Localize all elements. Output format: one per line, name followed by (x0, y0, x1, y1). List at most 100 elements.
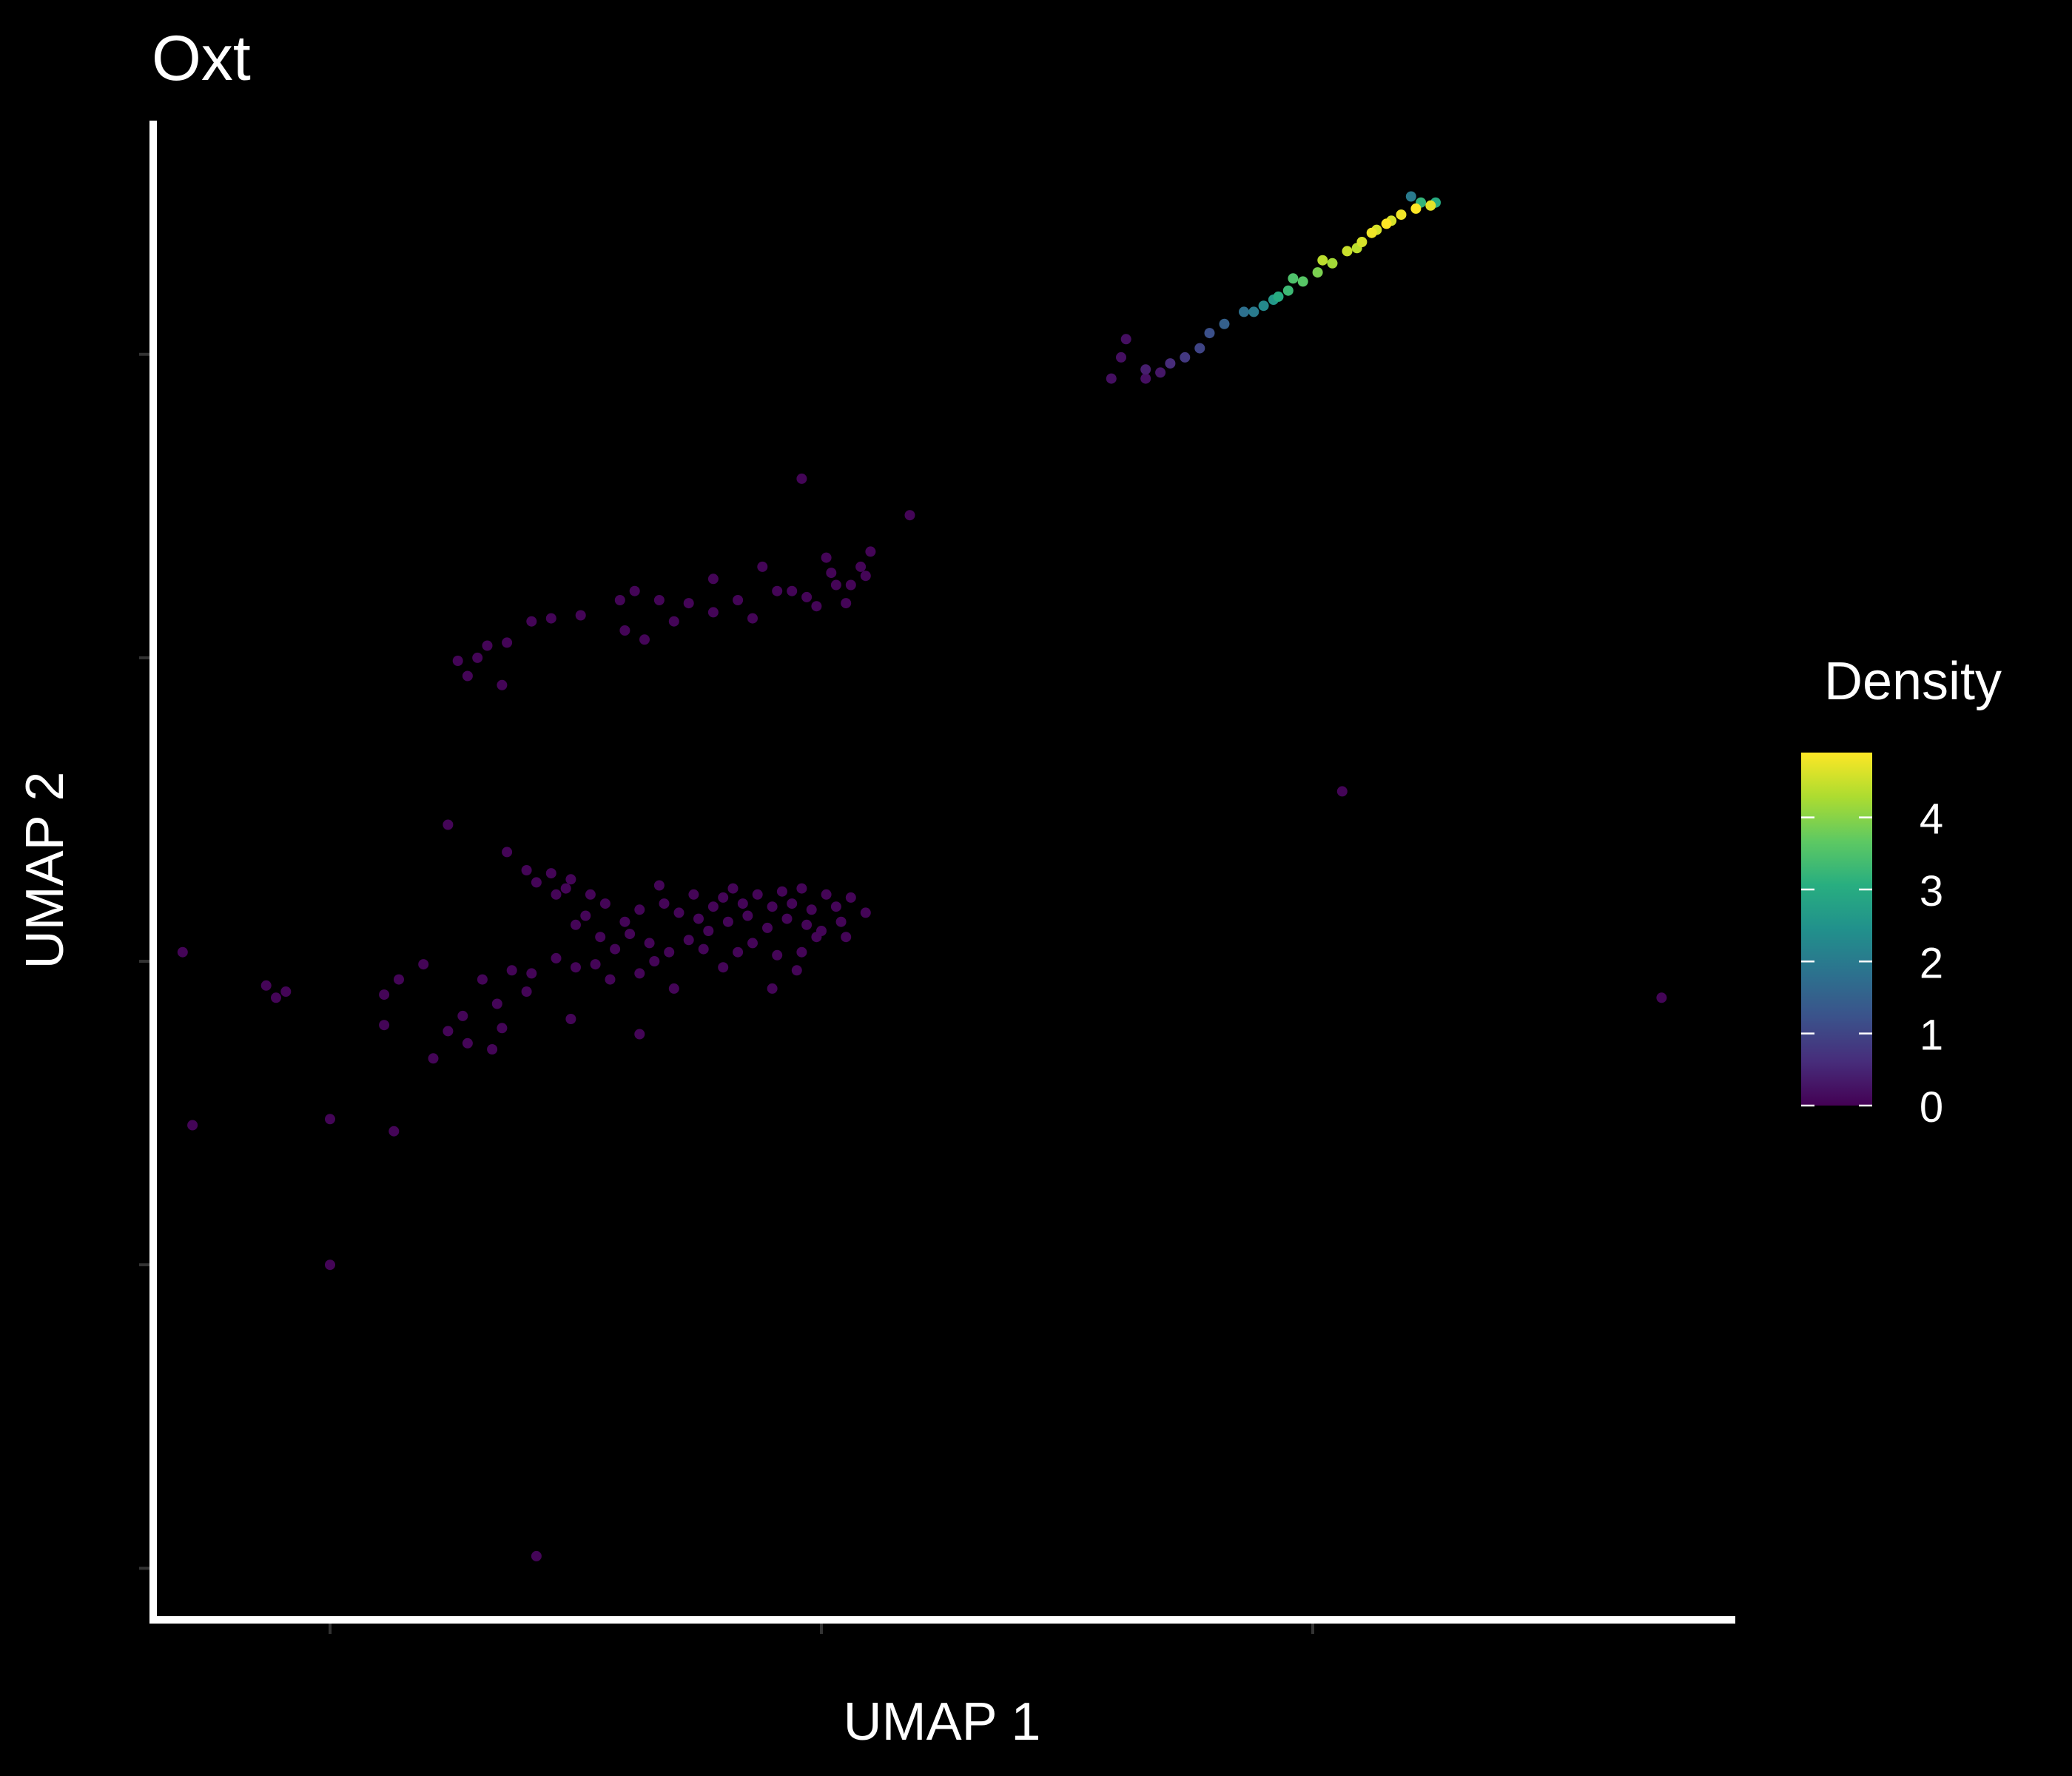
data-point (811, 932, 822, 943)
data-point (634, 1029, 645, 1040)
data-point (830, 579, 841, 591)
data-point (752, 889, 763, 900)
data-point (718, 892, 729, 903)
data-point (379, 989, 390, 1000)
data-point (639, 634, 650, 645)
data-point (1366, 227, 1377, 238)
data-point (590, 959, 601, 970)
data-point (506, 965, 517, 976)
data-point (418, 959, 429, 970)
data-point (477, 974, 488, 985)
data-point (796, 883, 807, 894)
data-point (855, 561, 867, 572)
data-point (271, 992, 281, 1003)
data-point (565, 874, 576, 885)
data-point (762, 922, 773, 933)
data-point (791, 965, 802, 976)
data-point (443, 1026, 454, 1037)
data-point (1312, 267, 1323, 278)
data-point (787, 585, 798, 596)
data-point (747, 938, 758, 949)
chart-title: Oxt (152, 23, 251, 94)
data-point (767, 983, 778, 994)
data-point (772, 585, 783, 596)
data-point (1116, 352, 1126, 363)
data-point (707, 901, 719, 912)
data-point (830, 901, 841, 912)
data-point (571, 919, 581, 930)
data-point (767, 901, 778, 912)
data-point (668, 983, 679, 994)
data-point (860, 571, 871, 582)
data-point (575, 610, 586, 621)
data-point (644, 938, 655, 949)
data-point (1106, 373, 1117, 384)
data-point (457, 1010, 468, 1021)
data-point (664, 946, 675, 958)
data-point (177, 946, 188, 958)
data-point (781, 913, 793, 924)
data-point (796, 946, 807, 958)
data-point (1288, 273, 1299, 284)
data-point (772, 949, 783, 961)
data-point (497, 1023, 508, 1034)
data-point (487, 1044, 498, 1054)
data-point (865, 546, 876, 557)
data-point (394, 974, 404, 985)
data-point (472, 652, 483, 663)
data-point (1165, 358, 1176, 369)
data-point (1425, 200, 1436, 211)
data-point (811, 601, 822, 612)
data-point (1155, 367, 1166, 378)
data-point (1239, 306, 1249, 317)
data-point (841, 932, 852, 943)
data-point (683, 598, 694, 609)
data-point (845, 579, 856, 591)
data-point (462, 1037, 473, 1049)
data-point (787, 898, 798, 909)
y-axis-ticks (139, 352, 149, 1570)
data-point (325, 1114, 335, 1125)
data-point (443, 819, 454, 830)
data-point (580, 910, 591, 921)
data-point (1204, 328, 1215, 339)
y-axis-label: UMAP 2 (16, 772, 75, 969)
data-point (526, 968, 537, 979)
data-point (659, 898, 670, 909)
data-point (707, 574, 719, 585)
data-point (502, 847, 513, 858)
data-point (796, 473, 807, 484)
data-point (742, 910, 753, 921)
data-point (757, 561, 768, 572)
data-point (1140, 373, 1151, 384)
data-point (826, 568, 837, 579)
data-point (649, 956, 660, 966)
data-point (860, 907, 871, 918)
data-point (747, 613, 758, 624)
data-point (585, 889, 596, 900)
legend-ticks: 0 1 2 3 4 (1801, 796, 1943, 1131)
data-point (531, 877, 542, 888)
data-point (806, 904, 817, 915)
data-point (722, 916, 733, 927)
data-point (1317, 255, 1328, 266)
x-axis-label: UMAP 1 (844, 1692, 1041, 1752)
data-point (1273, 291, 1284, 302)
data-point (560, 883, 571, 894)
data-point (599, 898, 610, 909)
data-point (703, 926, 714, 936)
data-point (379, 1020, 390, 1031)
data-point (673, 907, 684, 918)
data-point (737, 898, 748, 909)
data-point (668, 616, 679, 627)
data-point (821, 889, 832, 900)
data-point (526, 616, 537, 627)
data-point (634, 968, 645, 979)
data-point (821, 552, 832, 563)
data-point (595, 932, 606, 943)
density-legend: Density 0 1 2 3 4 (1801, 652, 2002, 1131)
legend-tick-label: 4 (1920, 796, 1943, 844)
data-point (801, 919, 813, 930)
data-point (1282, 285, 1294, 296)
data-point (707, 607, 719, 618)
